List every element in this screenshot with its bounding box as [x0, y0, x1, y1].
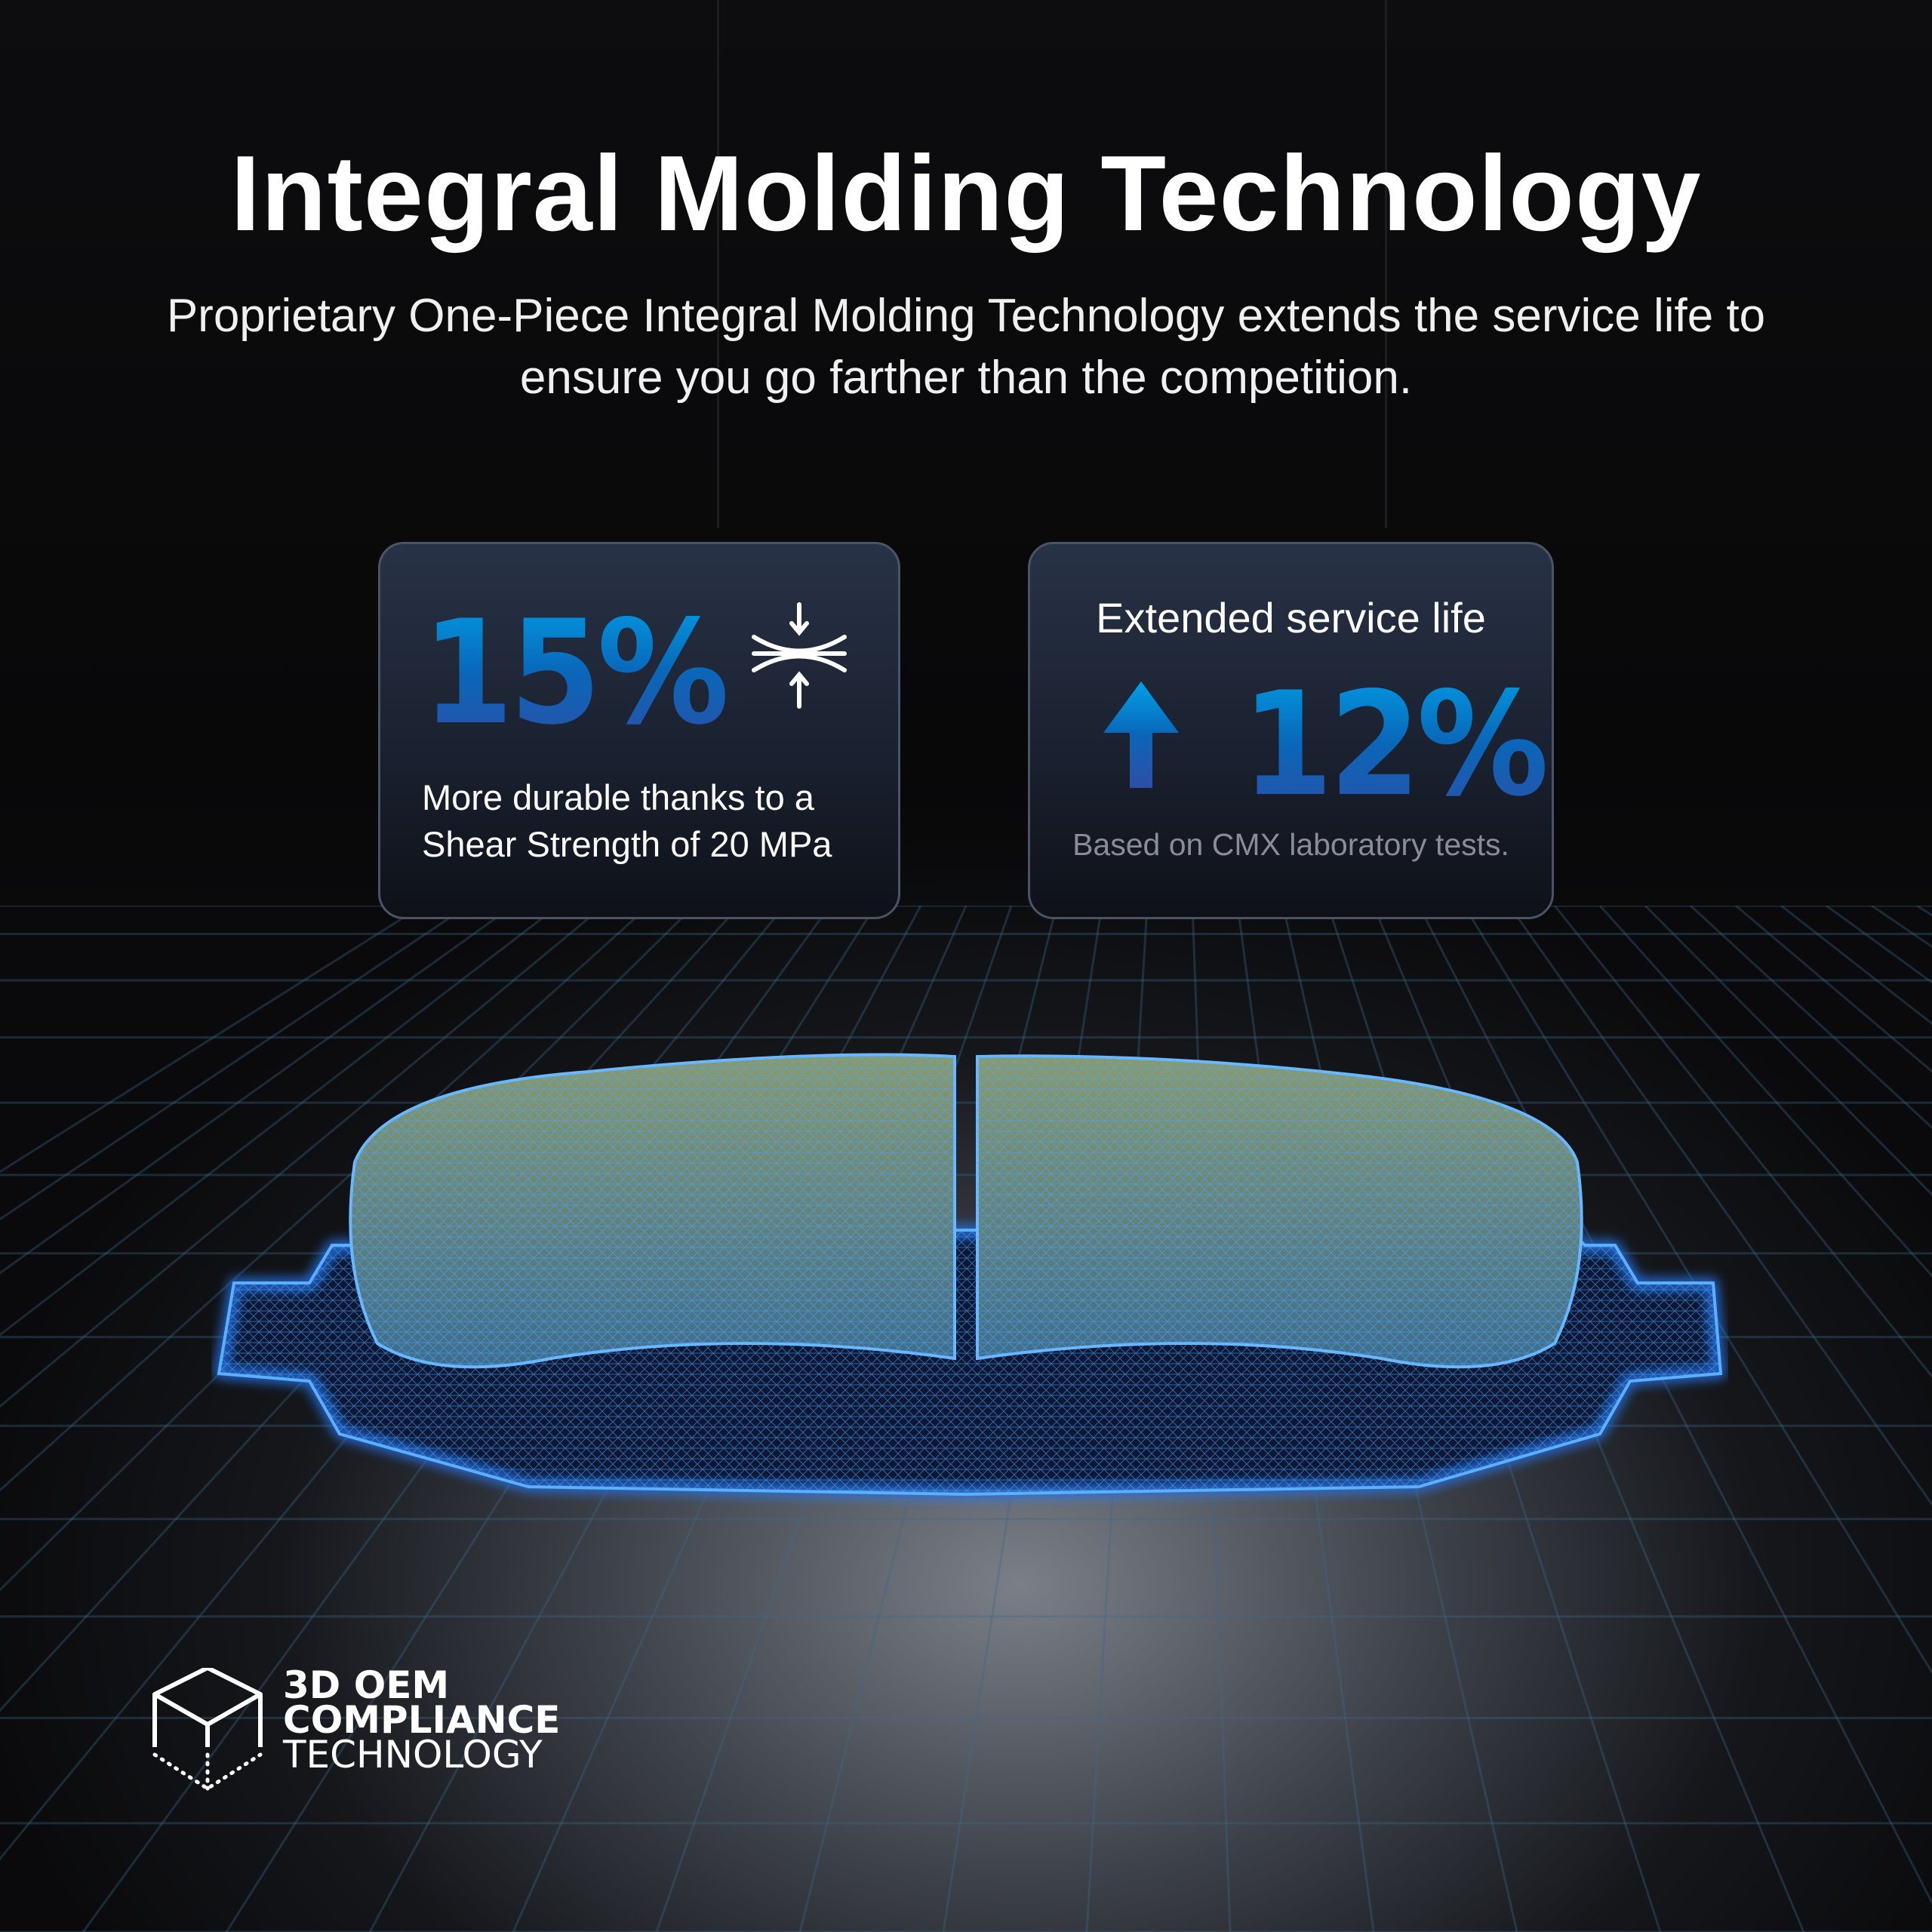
arrow-up-icon [1103, 681, 1179, 788]
brake-pad-wireframe [214, 1053, 1725, 1499]
description-line: Shear Strength of 20 MPa [422, 824, 832, 864]
durability-card: 15% More durable thanks to a Shear Stren… [378, 542, 900, 919]
description-line: More durable thanks to a [422, 777, 814, 817]
durability-description: More durable thanks to a Shear Strength … [422, 774, 832, 868]
oem-compliance-logo: 3D OEM COMPLIANCE TECHNOLOGY [151, 1666, 560, 1796]
service-life-heading: Extended service life [1096, 594, 1486, 641]
grid-line [1508, 906, 1932, 1506]
grid-line [1826, 906, 1932, 984]
logo-line: 3D OEM [283, 1663, 450, 1707]
grid-line [0, 906, 605, 1408]
grid-line [1735, 906, 1932, 1073]
durability-percent: 15% [422, 589, 729, 756]
grid-line [1598, 906, 1932, 1278]
grid-line [0, 906, 423, 1174]
grid-line [0, 906, 469, 1221]
cube-icon [152, 1666, 263, 1791]
grid-line [0, 906, 651, 1492]
service-life-card: Extended service life 12% Based on CMX l… [1028, 542, 1554, 919]
logo-line: TECHNOLOGY [283, 1733, 543, 1777]
logo-line: COMPLIANCE [283, 1698, 561, 1742]
grid-line [1689, 906, 1932, 1130]
compression-arrows-icon [752, 602, 847, 709]
grid-line [1871, 906, 1932, 949]
page-title: Integral Molding Technology [230, 134, 1702, 254]
test-note: Based on CMX laboratory tests. [1072, 827, 1509, 862]
logo-text: 3D OEM COMPLIANCE TECHNOLOGY [283, 1663, 561, 1777]
grid-line [1417, 906, 1932, 1906]
subtitle: Proprietary One-Piece Integral Molding T… [166, 290, 1766, 404]
grid-line [1553, 906, 1932, 1379]
wall-seam [1385, 0, 1387, 528]
background [0, 0, 1932, 943]
grid-line [0, 906, 696, 1592]
grid-line [0, 906, 514, 1275]
wall-seam [717, 0, 719, 528]
grid-line [0, 906, 559, 1337]
grid-line [1644, 906, 1932, 1196]
service-life-percent: 12% [1241, 661, 1549, 828]
grid-line [1463, 906, 1932, 1675]
